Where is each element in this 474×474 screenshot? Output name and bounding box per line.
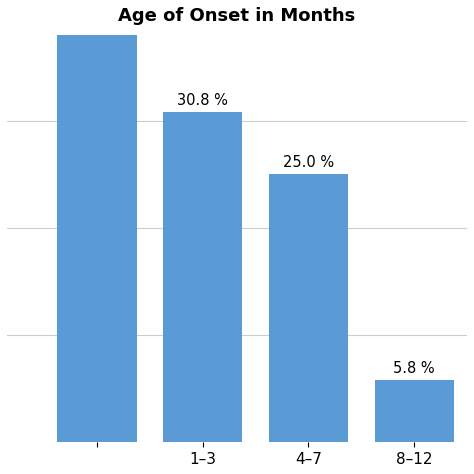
Bar <box>163 112 242 442</box>
Text: 30.8 %: 30.8 % <box>177 93 228 108</box>
Text: 25.0 %: 25.0 % <box>283 155 334 170</box>
Bar <box>57 0 137 442</box>
Text: 5.8 %: 5.8 % <box>393 361 435 376</box>
Bar <box>269 174 348 442</box>
Title: Age of Onset in Months: Age of Onset in Months <box>118 7 356 25</box>
Bar <box>374 380 454 442</box>
